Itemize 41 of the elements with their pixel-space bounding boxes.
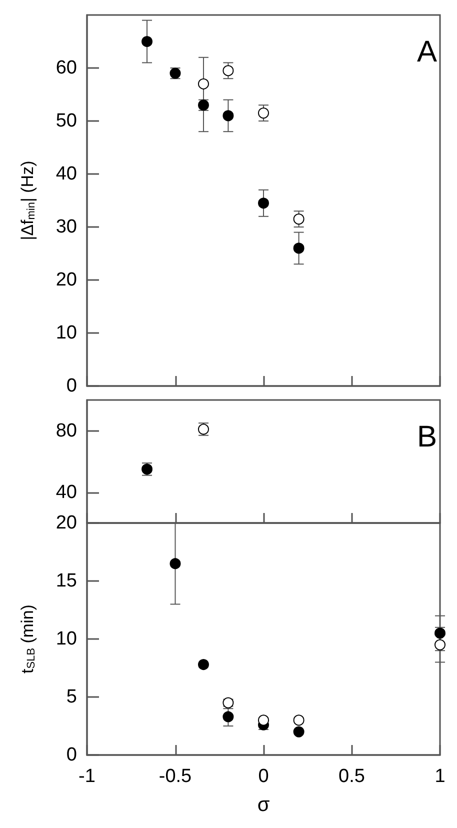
y-tick-label: 40 — [56, 164, 77, 184]
point — [293, 242, 304, 254]
point — [258, 714, 269, 726]
y-axis-title: |Δfmin| (Hz) — [18, 160, 38, 240]
y-tick-label: 50 — [56, 110, 77, 132]
x-tick-label: 0 — [258, 766, 269, 787]
y-tick-label: 40 — [56, 482, 77, 503]
point — [198, 78, 209, 90]
point — [434, 628, 446, 639]
y-axis-title: tSLB (min) — [18, 604, 38, 674]
point — [198, 659, 209, 670]
x-tick-label: 0.5 — [338, 766, 365, 787]
point — [222, 65, 234, 76]
y-tick-label: 20 — [56, 512, 77, 534]
annotation: A — [416, 36, 438, 68]
x-tick-label: 1 — [434, 766, 446, 787]
point — [293, 726, 304, 738]
y-tick-label: 0 — [66, 376, 77, 396]
point — [170, 558, 181, 570]
annotation: B — [416, 420, 438, 454]
y-tick-label: 0 — [66, 744, 77, 766]
point — [293, 714, 304, 726]
x-axis-title: σ — [257, 794, 270, 816]
point — [222, 110, 234, 122]
y-tick-label: 10 — [56, 322, 77, 344]
point — [293, 214, 304, 225]
y-tick-label: 80 — [56, 420, 77, 442]
y-tick-label: 15 — [56, 570, 77, 592]
point — [258, 198, 269, 209]
y-tick-label: 5 — [66, 686, 77, 708]
point — [198, 100, 209, 111]
y-tick-label: 10 — [56, 628, 77, 650]
point — [142, 36, 153, 47]
point — [434, 639, 446, 650]
point — [222, 711, 234, 722]
point — [258, 108, 269, 119]
y-tick-label: 30 — [56, 216, 77, 238]
y-tick-label: 20 — [56, 270, 77, 290]
x-tick-label: -1 — [78, 766, 96, 787]
x-tick-label: -0.5 — [158, 766, 192, 787]
y-tick-label: 60 — [56, 58, 77, 78]
